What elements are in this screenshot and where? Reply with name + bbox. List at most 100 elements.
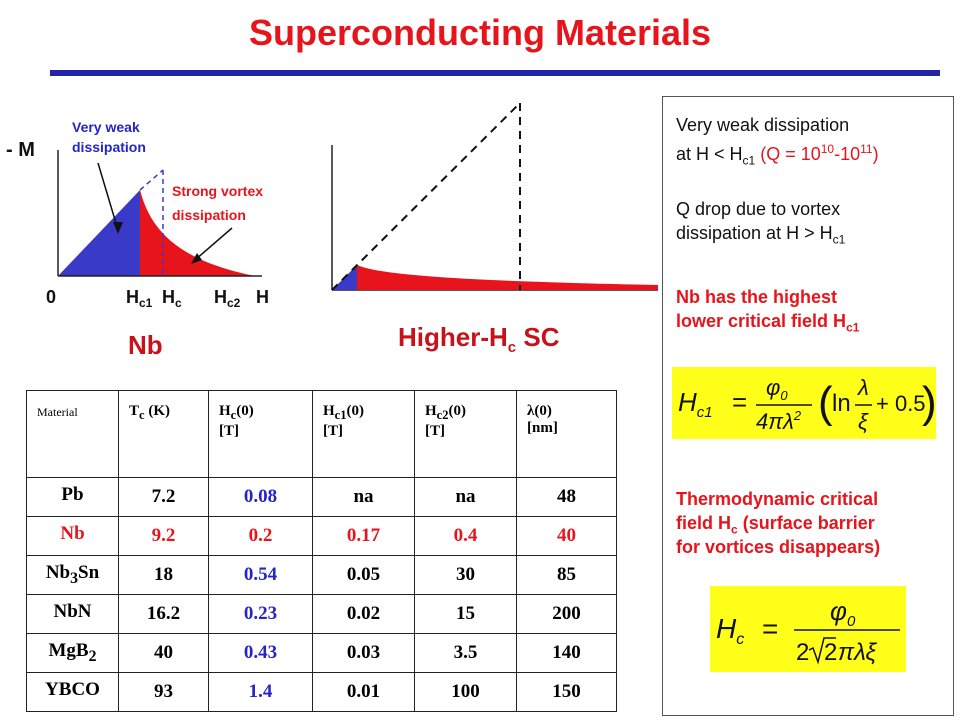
cell-hc: 0.23 [208,594,313,634]
cell-tc: 93 [118,672,209,712]
svg-text:(: ( [818,378,833,427]
cell-material: MgB2 [26,633,119,673]
cell-hc: 0.08 [208,477,313,517]
cell-hc: 0.43 [208,633,313,673]
cell-lambda: 48 [516,477,617,517]
cell-hc2: 3.5 [414,633,517,673]
cell-material: YBCO [26,672,119,712]
svg-text:φ0: φ0 [830,596,856,630]
weak-annotation-line1: Very weak [72,119,140,135]
svg-text:Hc1: Hc1 [678,387,713,421]
cell-material: Nb [26,516,119,556]
cell-hc2: 15 [414,594,517,634]
cell-tc: 40 [118,633,209,673]
cell-hc2: 100 [414,672,517,712]
hc1-formula: Hc1 = φ0 4πλ2 ( ln λ ξ + 0.5 ) [672,367,937,439]
svg-text:φ0: φ0 [766,375,788,403]
cell-material: Pb [26,477,119,517]
svg-text:+ 0.5: + 0.5 [876,391,926,416]
svg-text:2: 2 [824,639,837,666]
strong-arrow [194,227,233,261]
nb-caption: Nb [128,330,163,360]
hc1-formula-graphic: Hc1 = φ0 4πλ2 ( ln λ ξ + 0.5 ) [678,375,937,434]
slide-title: Superconducting Materials [248,12,712,53]
table-row: Pb 7.2 0.08 na na 48 [26,477,617,517]
x-label-hc: Hc [162,287,182,310]
weak-arrow-head [113,222,123,234]
svg-text:2: 2 [796,639,809,666]
cell-lambda: 140 [516,633,617,673]
strong-annotation-line1: Strong vortex [172,183,263,199]
side-p4-line1: Thermodynamic critical [676,489,879,509]
cell-tc: 9.2 [118,516,209,556]
cell-hc2: 0.4 [414,516,517,556]
higher-hc-caption: Higher-Hc SC [398,322,560,357]
higher-hc-magnetization-plot [331,102,658,291]
x-label-hc2: Hc2 [214,287,241,310]
nb-magnetization-plot: - M Very weak dissipation Strong vortex … [6,119,269,310]
header-lambda: λ(0) [nm] [516,390,617,478]
side-p2-line2: dissipation at H > Hc1 [676,223,846,247]
cell-tc: 18 [118,555,209,595]
cell-lambda: 200 [516,594,617,634]
weak-annotation-line2: dissipation [72,139,146,155]
x-label-h: H [256,287,269,307]
table-row: MgB2 40 0.43 0.03 3.5 140 [26,633,617,673]
title-underline [50,70,940,76]
cell-material: Nb3Sn [26,555,119,595]
header-hc: Hc(0) [T] [208,390,313,478]
cell-hc: 0.54 [208,555,313,595]
cell-hc: 1.4 [208,672,313,712]
side-p1-line1: Very weak dissipation [676,115,850,135]
cell-hc2: na [414,477,517,517]
table-row: YBCO 93 1.4 0.01 100 150 [26,672,617,712]
cell-lambda: 40 [516,516,617,556]
svg-text:Hc: Hc [716,613,744,648]
svg-text:): ) [922,378,936,427]
cell-hc1: 0.05 [312,555,415,595]
hc-formula: Hc = φ0 2 2 πλξ [710,586,906,672]
side-p3-line1: Nb has the highest [676,287,838,307]
side-p4-line3: for vortices disappears) [676,537,881,557]
header-hc2: Hc2(0) [T] [414,390,517,478]
cell-tc: 7.2 [118,477,209,517]
hc-formula-graphic: Hc = φ0 2 2 πλξ [716,596,900,666]
svg-text:πλξ: πλξ [838,639,878,666]
side-p4-line2: field Hc (surface barrier [676,513,875,537]
svg-text:λ: λ [857,375,869,400]
strong-arrow-head [191,253,202,264]
materials-table: Material Tc (K) Hc(0) [T] Hc1(0) [T] Hc2(0… [26,390,617,712]
side-p2-line1: Q drop due to vortex [676,199,841,219]
header-hc1: Hc1(0) [T] [312,390,415,478]
header-material: Material [26,390,119,478]
cell-hc1: na [312,477,415,517]
y-axis-label: - M [6,139,35,161]
cell-lambda: 85 [516,555,617,595]
svg-text:=: = [762,613,778,644]
table-row: Nb3Sn 18 0.54 0.05 30 85 [26,555,617,595]
svg-text:ξ: ξ [858,409,869,434]
cell-hc: 0.2 [208,516,313,556]
ideal-diagonal [331,102,521,291]
svg-text:ln: ln [832,390,851,417]
hc-dashed-diagonal [139,169,164,191]
table-row: Nb 9.2 0.2 0.17 0.4 40 [26,516,617,556]
cell-hc2: 30 [414,555,517,595]
side-p1-line2: at H < Hc1 (Q = 1010-1011) [676,142,879,168]
cell-material: NbN [26,594,119,634]
x-label-zero: 0 [46,287,56,307]
side-panel [662,96,954,716]
cell-hc1: 0.17 [312,516,415,556]
cell-hc1: 0.01 [312,672,415,712]
table-row: NbN 16.2 0.23 0.02 15 200 [26,594,617,634]
meissner-region [58,190,140,276]
header-tc: Tc (K) [118,390,209,478]
table-header-row: Material Tc (K) Hc(0) [T] Hc1(0) [T] Hc2(0… [26,390,617,478]
svg-text:4πλ2: 4πλ2 [756,408,802,434]
vortex-region [357,265,658,290]
cell-hc1: 0.02 [312,594,415,634]
x-label-hc1: Hc1 [126,287,153,310]
weak-arrow [97,162,119,231]
cell-tc: 16.2 [118,594,209,634]
side-p3-line2: lower critical field Hc1 [676,311,860,335]
